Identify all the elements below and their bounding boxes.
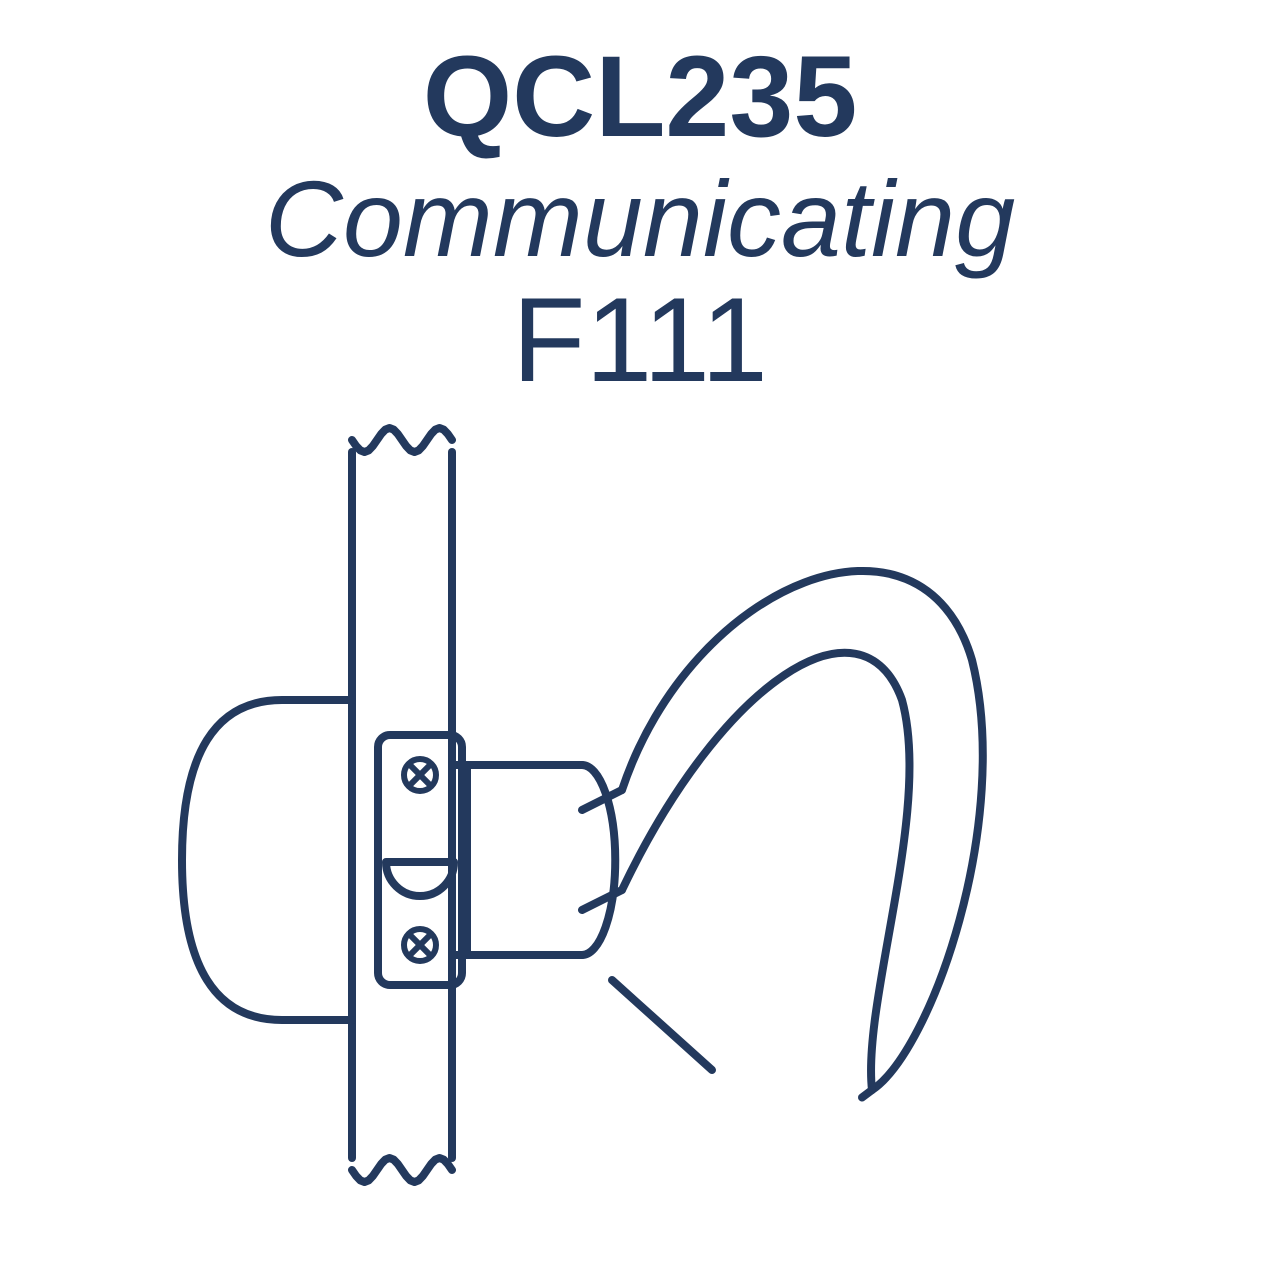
lock-chassis [182, 700, 352, 1020]
door-break-bottom [352, 1158, 452, 1182]
function-name: Communicating [0, 165, 1280, 273]
lever-outline-outer [622, 571, 983, 1090]
latch-bolt [386, 862, 454, 896]
model-number: QCL235 [0, 40, 1280, 155]
function-code: F111 [0, 280, 1280, 400]
door-break-top [352, 428, 452, 452]
